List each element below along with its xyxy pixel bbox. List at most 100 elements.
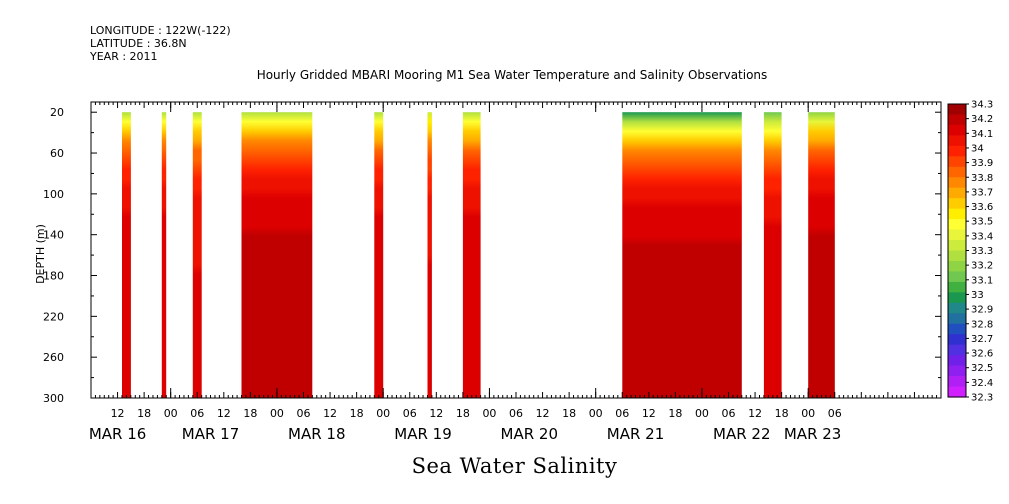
x-tick-label: 12: [536, 407, 550, 420]
data-segment: [122, 112, 131, 398]
x-tick-label: 00: [589, 407, 603, 420]
colorbar-label: 32.9: [971, 305, 993, 316]
colorbar-cell: [948, 177, 966, 189]
x-day-label: MAR 19: [394, 425, 451, 443]
colorbar-label: 34.1: [971, 129, 993, 140]
colorbar-cell: [948, 104, 966, 116]
colorbar-label: 32.7: [971, 334, 993, 345]
colorbar-label: 32.8: [971, 319, 993, 330]
year-label: YEAR : 2011: [90, 50, 158, 63]
x-tick-label: 00: [164, 407, 178, 420]
x-tick-label: 12: [323, 407, 337, 420]
data-segment: [241, 112, 313, 398]
y-tick-label: 220: [43, 310, 64, 323]
colorbar-label: 34: [971, 143, 984, 154]
x-day-label: MAR 16: [89, 425, 146, 443]
x-tick-label: 06: [615, 407, 629, 420]
chart-title: Hourly Gridded MBARI Mooring M1 Sea Wate…: [256, 68, 768, 82]
colorbar-cell: [948, 281, 966, 293]
colorbar-cell: [948, 302, 966, 314]
colorbar-label: 33.7: [971, 187, 993, 198]
x-tick-label: 06: [722, 407, 736, 420]
colorbar-cell: [948, 323, 966, 335]
colorbar-cell: [948, 250, 966, 262]
colorbar-label: 33.8: [971, 173, 993, 184]
colorbar-label: 33.6: [971, 202, 993, 213]
x-tick-label: 06: [509, 407, 523, 420]
colorbar-cell: [948, 334, 966, 346]
colorbar-cell: [948, 376, 966, 388]
x-tick-label: 06: [190, 407, 204, 420]
colorbar-cell: [948, 344, 966, 356]
y-tick-label: 260: [43, 351, 64, 364]
x-tick-label: 18: [562, 407, 576, 420]
x-tick-label: 00: [801, 407, 815, 420]
x-day-label: MAR 23: [784, 425, 841, 443]
bottom-title: Sea Water Salinity: [411, 454, 618, 478]
data-segment: [427, 112, 432, 398]
colorbar-cell: [948, 166, 966, 178]
data-segment: [374, 112, 384, 398]
data-segment: [192, 112, 202, 398]
colorbar-cell: [948, 198, 966, 210]
colorbar-cell: [948, 260, 966, 273]
colorbar-cell: [948, 229, 966, 241]
colorbar: 34.3 34.2 34.1 34 33.9 33.8 33.7 33.6 33.5 33.4 33…: [947, 100, 993, 404]
x-tick-label: 18: [775, 407, 789, 420]
colorbar-label: 33.5: [971, 217, 993, 228]
x-tick-label: 18: [668, 407, 682, 420]
y-axis-label: DEPTH (m): [34, 224, 47, 284]
x-tick-label: 18: [243, 407, 257, 420]
colorbar-cell: [948, 271, 966, 283]
y-tick-label: 180: [43, 270, 64, 283]
x-tick-label: 12: [748, 407, 762, 420]
colorbar-cell: [948, 124, 966, 136]
colorbar-label: 34.2: [971, 114, 993, 125]
colorbar-label: 34.3: [971, 100, 993, 111]
data-segment: [808, 112, 835, 398]
colorbar-cell: [948, 386, 966, 398]
colorbar-cell: [948, 292, 966, 304]
colorbar-label: 32.3: [971, 393, 993, 404]
x-tick-label: 12: [111, 407, 125, 420]
colorbar-cell: [948, 187, 966, 199]
colorbar-label: 33.2: [971, 261, 993, 272]
longitude-label: LONGITUDE : 122W(-122): [90, 24, 231, 37]
colorbar-label: 32.5: [971, 363, 993, 374]
colorbar-cell: [948, 313, 966, 325]
x-tick-label: 12: [642, 407, 656, 420]
x-tick-label: 12: [217, 407, 231, 420]
colorbar-label: 33.4: [971, 231, 993, 242]
colorbar-cell: [948, 240, 966, 252]
x-day-label: MAR 22: [713, 425, 770, 443]
colorbar-cell: [948, 156, 966, 168]
x-day-label: MAR 20: [501, 425, 558, 443]
colorbar-cell: [948, 355, 966, 367]
colorbar-cell: [948, 219, 966, 231]
colorbar-cell: [948, 208, 966, 220]
x-tick-label: 06: [828, 407, 842, 420]
colorbar-label: 33.9: [971, 158, 993, 169]
x-tick-label: 06: [297, 407, 311, 420]
data-segment: [622, 112, 742, 398]
x-tick-label: 18: [350, 407, 364, 420]
colorbar-label: 32.4: [971, 378, 993, 389]
x-tick-label: 00: [695, 407, 709, 420]
colorbar-label: 33.1: [971, 275, 993, 286]
data-segment: [161, 112, 167, 398]
x-tick-label: 12: [429, 407, 443, 420]
x-tick-label: 18: [456, 407, 470, 420]
y-tick-label: 300: [43, 392, 64, 405]
x-tick-label: 18: [137, 407, 151, 420]
colorbar-cell: [948, 135, 966, 147]
x-tick-label: 00: [376, 407, 390, 420]
y-tick-label: 60: [50, 147, 64, 160]
y-axis: 20 60 100 140 180 220 260 300: [43, 106, 941, 405]
y-tick-label: 20: [50, 106, 64, 119]
x-tick-label: 06: [403, 407, 417, 420]
colorbar-cell: [948, 114, 966, 126]
data-segment: [462, 112, 481, 398]
colorbar-cell: [948, 365, 966, 377]
x-tick-label: 00: [482, 407, 496, 420]
y-tick-label: 100: [43, 188, 64, 201]
